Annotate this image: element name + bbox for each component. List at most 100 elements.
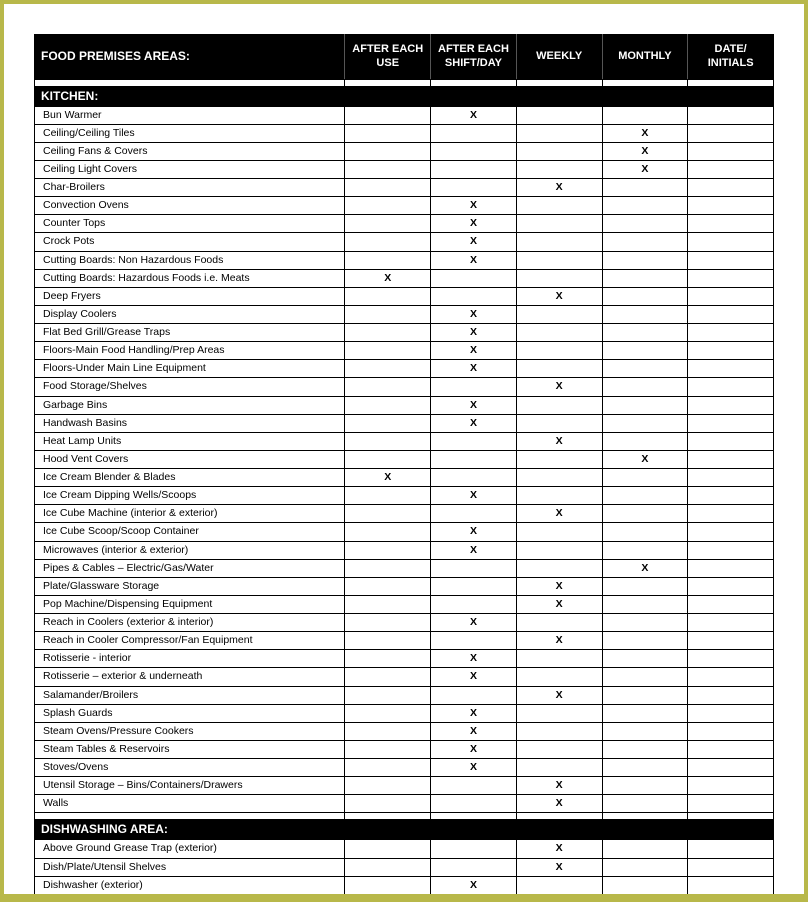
table-row: Handwash BasinsX (35, 414, 774, 432)
freq-cell: X (431, 876, 517, 894)
item-name-cell: Ceiling Fans & Covers (35, 142, 345, 160)
freq-cell (602, 740, 688, 758)
freq-cell (688, 414, 774, 432)
table-row: Ice Cream Blender & BladesX (35, 469, 774, 487)
freq-cell (688, 795, 774, 813)
item-name-cell: Rotisserie – exterior & underneath (35, 668, 345, 686)
freq-cell (602, 650, 688, 668)
freq-cell (345, 595, 431, 613)
freq-cell (688, 541, 774, 559)
table-row: Steam Ovens/Pressure CookersX (35, 722, 774, 740)
freq-cell (688, 324, 774, 342)
freq-cell (688, 595, 774, 613)
table-row: Utensil Storage – Bins/Containers/Drawer… (35, 777, 774, 795)
freq-cell (431, 469, 517, 487)
freq-cell (688, 396, 774, 414)
freq-cell (516, 876, 602, 894)
freq-cell: X (516, 287, 602, 305)
table-row: WallsX (35, 795, 774, 813)
freq-cell (345, 740, 431, 758)
freq-cell (345, 432, 431, 450)
freq-cell (688, 614, 774, 632)
freq-cell (516, 215, 602, 233)
freq-cell (345, 360, 431, 378)
freq-cell (602, 469, 688, 487)
freq-cell: X (431, 668, 517, 686)
table-row: Splash GuardsX (35, 704, 774, 722)
freq-cell (345, 795, 431, 813)
freq-cell (602, 541, 688, 559)
freq-cell (602, 360, 688, 378)
header-col-0: AFTER EACH USE (345, 35, 431, 80)
freq-cell (345, 124, 431, 142)
freq-cell (345, 305, 431, 323)
freq-cell (602, 305, 688, 323)
freq-cell (688, 686, 774, 704)
freq-cell (345, 414, 431, 432)
table-row: Above Ground Grease Trap (exterior)X (35, 840, 774, 858)
freq-cell (345, 840, 431, 858)
freq-cell (688, 287, 774, 305)
freq-cell (602, 106, 688, 124)
freq-cell: X (602, 160, 688, 178)
freq-cell (345, 876, 431, 894)
freq-cell (345, 759, 431, 777)
table-row: Microwaves (interior & exterior)X (35, 541, 774, 559)
freq-cell (688, 704, 774, 722)
item-name-cell: Rotisserie - interior (35, 650, 345, 668)
freq-cell (688, 160, 774, 178)
freq-cell (688, 142, 774, 160)
freq-cell (602, 777, 688, 795)
freq-cell (345, 342, 431, 360)
freq-cell (688, 876, 774, 894)
freq-cell (516, 704, 602, 722)
item-name-cell: Counter Tops (35, 215, 345, 233)
item-name-cell: Food Storage/Shelves (35, 378, 345, 396)
freq-cell (345, 777, 431, 795)
section-header-row: DISHWASHING AREA: (35, 820, 774, 840)
item-name-cell: Char-Broilers (35, 179, 345, 197)
freq-cell (602, 396, 688, 414)
freq-cell (602, 614, 688, 632)
freq-cell (516, 469, 602, 487)
freq-cell (516, 650, 602, 668)
table-row: Steam Tables & ReservoirsX (35, 740, 774, 758)
freq-cell: X (516, 378, 602, 396)
item-name-cell: Dish/Plate/Utensil Shelves (35, 858, 345, 876)
freq-cell (516, 614, 602, 632)
freq-cell: X (431, 414, 517, 432)
freq-cell (345, 251, 431, 269)
freq-cell (345, 523, 431, 541)
freq-cell (602, 215, 688, 233)
item-name-cell: Floors-Main Food Handling/Prep Areas (35, 342, 345, 360)
freq-cell: X (431, 614, 517, 632)
freq-cell (431, 432, 517, 450)
freq-cell: X (431, 487, 517, 505)
table-row: Floors-Under Main Line EquipmentX (35, 360, 774, 378)
freq-cell (688, 106, 774, 124)
freq-cell (516, 396, 602, 414)
freq-cell (688, 722, 774, 740)
freq-cell (688, 378, 774, 396)
freq-cell (345, 487, 431, 505)
freq-cell (431, 840, 517, 858)
freq-cell (602, 523, 688, 541)
freq-cell (431, 378, 517, 396)
freq-cell: X (516, 179, 602, 197)
freq-cell (602, 858, 688, 876)
table-row: Crock PotsX (35, 233, 774, 251)
document-page: FOOD PREMISES AREAS: AFTER EACH USE AFTE… (4, 4, 804, 894)
freq-cell (602, 876, 688, 894)
freq-cell (516, 523, 602, 541)
freq-cell (431, 450, 517, 468)
freq-cell: X (516, 577, 602, 595)
freq-cell (688, 360, 774, 378)
item-name-cell: Hood Vent Covers (35, 450, 345, 468)
table-row: Deep FryersX (35, 287, 774, 305)
freq-cell (431, 577, 517, 595)
freq-cell (431, 287, 517, 305)
item-name-cell: Ice Cream Blender & Blades (35, 469, 345, 487)
freq-cell (688, 342, 774, 360)
freq-cell (431, 124, 517, 142)
item-name-cell: Garbage Bins (35, 396, 345, 414)
